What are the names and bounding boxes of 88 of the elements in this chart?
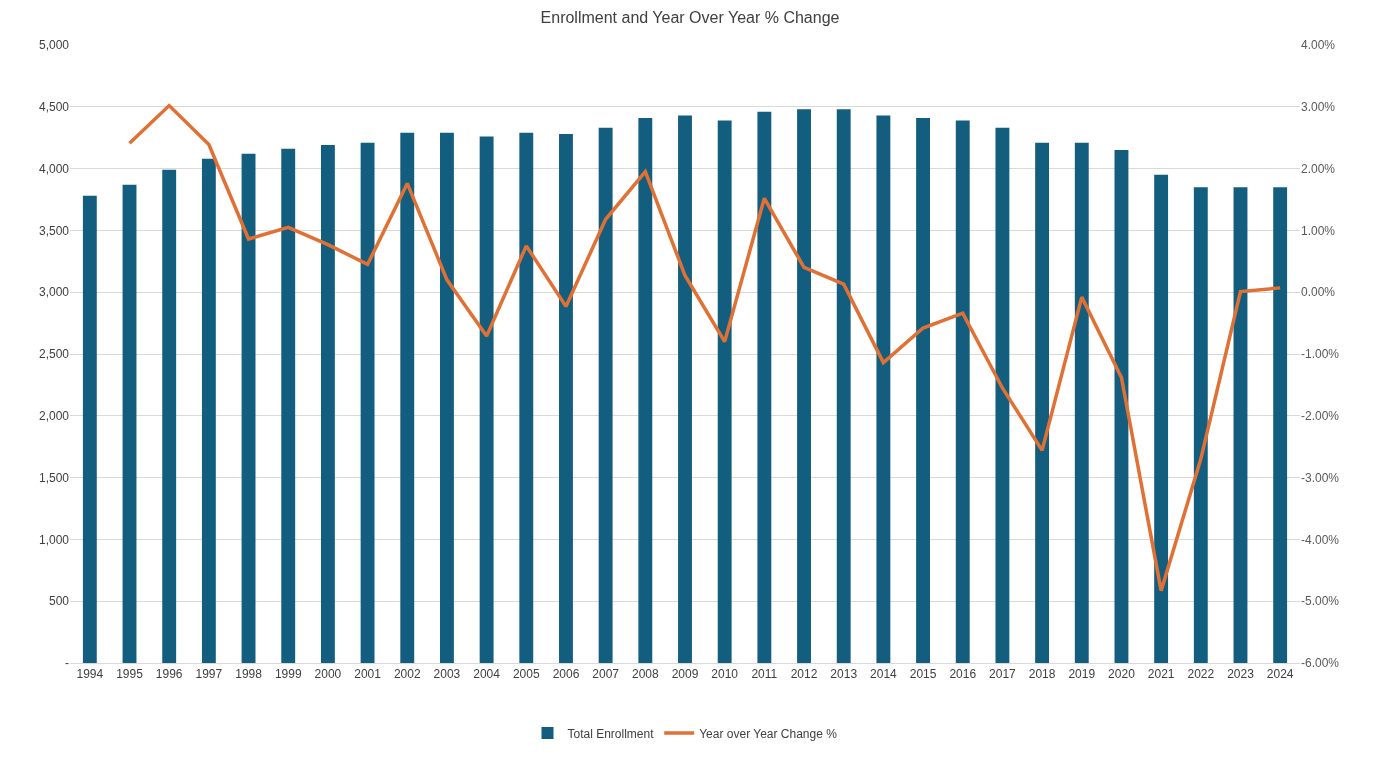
y-tick-label: 4,000: [38, 161, 70, 176]
y2-tick-label: -3.00%: [1301, 470, 1340, 485]
x-tick-label: 2018: [1028, 667, 1056, 682]
x-tick-label: 2012: [790, 667, 818, 682]
x-tick-label: 2001: [354, 667, 382, 682]
bar: [1233, 187, 1248, 663]
bar: [598, 127, 613, 663]
y-tick-label: 3,500: [38, 223, 70, 238]
x-tick-label: 2007: [592, 667, 620, 682]
x-tick-label: 2020: [1108, 667, 1136, 682]
y-tick-label: 5,000: [38, 38, 70, 53]
x-tick-label: 2014: [870, 667, 898, 682]
x-tick-label: 2002: [393, 667, 421, 682]
x-tick-label: 2022: [1187, 667, 1215, 682]
bar: [1114, 150, 1129, 663]
y-tick-label: 1,500: [38, 470, 70, 485]
bar: [1074, 142, 1089, 663]
x-tick-label: 1994: [76, 667, 104, 682]
x-tick-label: 2011: [751, 667, 778, 682]
bar: [201, 158, 216, 663]
bar: [757, 111, 772, 663]
chart-title: Enrollment and Year Over Year % Change: [540, 8, 840, 26]
x-tick-label: 2024: [1266, 667, 1294, 682]
y-tick-label: 2,500: [38, 347, 70, 362]
y2-tick-label: -2.00%: [1301, 409, 1340, 423]
bar: [916, 117, 931, 663]
x-tick-label: 2000: [314, 667, 342, 682]
x-tick-label: 2013: [830, 667, 858, 682]
y-tick-label: 500: [48, 594, 70, 609]
x-tick-label: 2017: [989, 667, 1017, 682]
x-tick-label: 2009: [671, 667, 699, 682]
x-tick-label: 2008: [631, 667, 659, 682]
x-tick-label: 2016: [949, 667, 977, 682]
y2-tick-label: -4.00%: [1301, 532, 1340, 547]
bar: [320, 145, 335, 663]
bar: [797, 109, 811, 663]
x-tick-label: 2019: [1068, 667, 1096, 682]
y2-tick-label: 4.00%: [1301, 38, 1336, 53]
bar: [122, 184, 137, 663]
y-tick-label: 1,000: [38, 532, 70, 547]
y2-tick-label: 3.00%: [1301, 100, 1336, 114]
bar: [241, 153, 256, 663]
bar: [638, 117, 653, 663]
line-series: [127, 103, 1282, 593]
bar: [717, 120, 732, 663]
legend-label: Year over Year Change %: [699, 726, 838, 741]
bar: [1273, 187, 1288, 663]
bar: [479, 136, 494, 663]
y2-tick-label: -6.00%: [1301, 656, 1340, 671]
bar: [1035, 142, 1050, 663]
x-tick-label: 1996: [155, 667, 183, 682]
bar: [995, 127, 1010, 663]
x-tick-label: 2015: [909, 667, 937, 682]
bar: [519, 132, 534, 663]
x-tick-label: 2023: [1227, 667, 1255, 682]
x-tick-label: 2004: [473, 667, 501, 682]
y-tick-label: -: [65, 656, 69, 671]
bar: [876, 115, 891, 663]
y-tick-label: 3,000: [38, 285, 70, 300]
bar: [281, 148, 296, 663]
bar: [1193, 187, 1208, 663]
y-tick-label: 2,000: [38, 409, 70, 423]
bar: [836, 109, 851, 663]
x-tick-label: 2006: [552, 667, 580, 682]
bar: [82, 195, 97, 663]
y2-tick-label: -1.00%: [1301, 347, 1340, 362]
legend-label: Total Enrollment: [567, 726, 655, 741]
bar: [559, 133, 573, 663]
x-tick-label: 1999: [274, 667, 302, 682]
x-tick-label: 2010: [711, 667, 739, 682]
bar: [400, 132, 415, 663]
bar: [1154, 174, 1169, 663]
x-tick-label: 2003: [433, 667, 461, 682]
bar: [678, 115, 692, 663]
x-tick-label: 1995: [116, 667, 144, 682]
bar: [360, 142, 375, 663]
x-tick-label: 1997: [195, 667, 223, 682]
x-tick-label: 1998: [235, 667, 263, 682]
x-tick-label: 2005: [512, 667, 540, 682]
bar: [439, 132, 454, 663]
y-tick-label: 4,500: [38, 100, 70, 114]
y2-tick-label: 0.00%: [1301, 285, 1336, 300]
y2-tick-label: 2.00%: [1301, 161, 1336, 176]
y2-tick-label: 1.00%: [1301, 223, 1336, 238]
bar: [162, 169, 177, 663]
bar: [955, 120, 970, 663]
y2-tick-label: -5.00%: [1301, 594, 1340, 609]
x-tick-label: 2021: [1147, 667, 1175, 682]
